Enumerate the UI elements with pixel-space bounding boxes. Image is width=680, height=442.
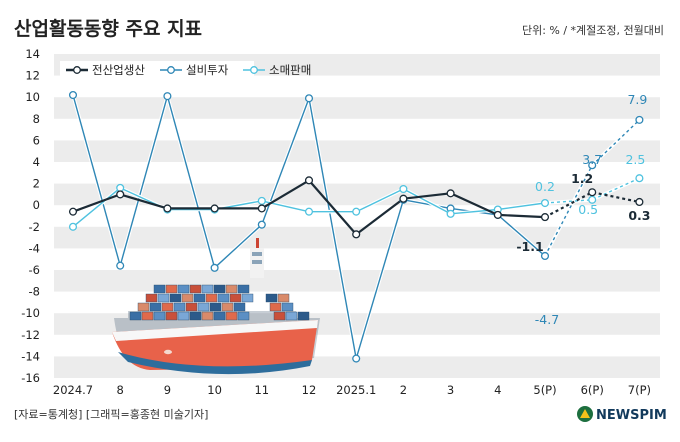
point-investment — [540, 251, 550, 261]
point-retail — [68, 222, 78, 231]
grid-band — [54, 140, 660, 162]
grid-band — [54, 270, 660, 292]
point-production — [68, 207, 78, 216]
point-retail — [540, 198, 550, 208]
point-investment — [68, 90, 78, 100]
data-label-retail: 0.5 — [578, 202, 598, 217]
y-tick-label: -12 — [21, 328, 40, 342]
x-tick-label: 4 — [494, 383, 501, 397]
point-investment — [352, 354, 361, 363]
x-tick-label: 2 — [400, 383, 407, 397]
container-ship-illustration — [112, 238, 320, 375]
y-tick-label: -6 — [29, 263, 40, 277]
point-production — [588, 188, 597, 197]
y-axis: 14 12 10 8 6 4 2 0 -2 -4 -6 -8 -10 -12 -14 -16 — [21, 47, 40, 385]
point-retail — [116, 183, 125, 192]
x-tick-label: 10 — [207, 383, 222, 397]
x-tick-label: 2024.7 — [53, 383, 93, 397]
legend-label-production: 전산업생산 — [92, 63, 145, 77]
grid-band — [54, 97, 660, 119]
point-production — [446, 189, 455, 198]
point-production — [210, 204, 219, 213]
data-label-retail: 2.5 — [625, 152, 645, 167]
point-production — [304, 176, 314, 185]
x-tick-label: 9 — [164, 383, 171, 397]
series-markers — [68, 90, 644, 363]
series-line-production-projected — [544, 191, 640, 219]
y-tick-label: 6 — [33, 133, 40, 147]
y-tick-label: 14 — [25, 47, 40, 61]
legend-label-retail: 소매판매 — [269, 63, 311, 77]
x-tick-label: 5(P) — [533, 383, 556, 397]
point-retail — [399, 184, 408, 194]
y-tick-label: -4 — [29, 241, 40, 255]
legend-box — [60, 61, 254, 78]
data-labels: -1.1 1.2 0.3 -4.7 3.7 7.9 0.2 0.5 2.5 — [516, 92, 650, 327]
point-investment — [588, 161, 597, 170]
point-investment — [116, 261, 125, 270]
grid-band — [54, 183, 660, 206]
brand-logo-text: NEWSPIM — [596, 408, 667, 423]
point-investment — [635, 115, 644, 124]
point-production — [116, 190, 125, 199]
y-tick-label: -8 — [29, 285, 40, 299]
data-label-production: 1.2 — [571, 171, 593, 186]
point-retail — [446, 209, 455, 218]
legend-marker-retail — [250, 66, 258, 74]
x-tick-label: 2025.1 — [336, 383, 376, 397]
point-production — [540, 213, 550, 222]
x-tick-label: 6(P) — [581, 383, 604, 397]
y-tick-label: -2 — [29, 220, 40, 234]
x-tick-label: 3 — [447, 383, 454, 397]
x-tick-label: 11 — [254, 383, 269, 397]
x-tick-label: 8 — [117, 383, 124, 397]
y-tick-label: -16 — [21, 371, 40, 385]
point-production — [399, 194, 408, 203]
legend: 전산업생산 설비투자 소매판매 — [60, 61, 311, 78]
data-label-retail: 0.2 — [535, 179, 555, 194]
point-production — [352, 230, 361, 239]
data-label-production: 0.3 — [628, 208, 650, 223]
x-tick-label: 12 — [302, 383, 317, 397]
legend-marker-production — [73, 66, 81, 74]
x-axis: 2024.7 8 9 10 11 12 2025.1 2 3 4 5(P) 6(P) 7(P) — [53, 383, 651, 397]
y-tick-label: -14 — [21, 349, 40, 363]
y-tick-label: -10 — [21, 306, 40, 320]
y-tick-label: 10 — [25, 90, 40, 104]
x-tick-label: 7(P) — [628, 383, 651, 397]
point-investment — [210, 263, 219, 272]
data-label-production: -1.1 — [516, 239, 543, 254]
point-production — [635, 197, 644, 207]
chart-title: 산업활동동향 주요 지표 — [14, 18, 202, 40]
y-tick-label: 2 — [33, 177, 40, 191]
unit-note: 단위: % / *계절조정, 전월대비 — [522, 24, 664, 37]
data-label-investment: 7.9 — [627, 92, 647, 107]
y-tick-label: 0 — [33, 198, 40, 212]
data-label-investment: -4.7 — [535, 312, 559, 327]
y-tick-label: 12 — [25, 69, 40, 83]
point-retail — [635, 174, 644, 183]
data-label-investment: 3.7 — [582, 152, 602, 167]
y-tick-label: 8 — [33, 112, 40, 126]
point-production — [493, 210, 502, 219]
y-tick-label: 4 — [33, 155, 40, 169]
point-investment — [257, 220, 266, 229]
legend-marker-investment — [167, 66, 175, 74]
legend-label-investment: 설비투자 — [186, 63, 229, 77]
point-investment — [304, 94, 314, 103]
brand-logo: NEWSPIM — [577, 406, 667, 423]
point-investment — [163, 92, 172, 101]
point-retail — [257, 196, 266, 205]
point-production — [257, 204, 266, 213]
point-retail — [304, 207, 314, 216]
source-credit: [자료=통계청] [그래픽=홍종현 미술기자] — [14, 407, 208, 421]
point-production — [163, 204, 172, 213]
point-retail — [352, 207, 361, 216]
point-retail — [588, 195, 597, 204]
